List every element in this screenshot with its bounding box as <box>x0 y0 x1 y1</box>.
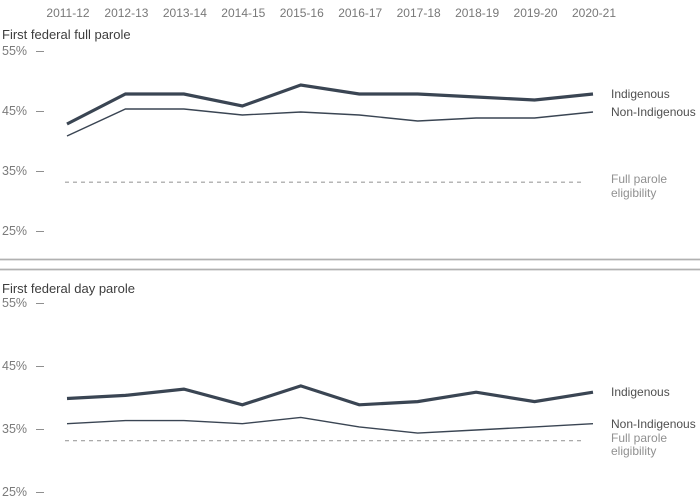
y-tick-mark <box>36 111 44 112</box>
y-tick-label: 45% <box>2 359 28 373</box>
x-axis-label: 2012-13 <box>104 6 149 20</box>
y-tick-mark <box>36 303 44 304</box>
series-line-indigenous <box>66 384 594 407</box>
chart-title-full-parole: First federal full parole <box>2 27 131 42</box>
y-tick-label: 35% <box>2 164 28 178</box>
y-tick-mark <box>36 492 44 493</box>
y-tick-mark <box>36 366 44 367</box>
y-tick-label: 45% <box>2 104 28 118</box>
x-axis-label: 2014-15 <box>221 6 266 20</box>
x-axis-label: 2016-17 <box>338 6 383 20</box>
series-line-non-indigenous <box>66 108 594 137</box>
x-axis-label: 2017-18 <box>396 6 441 20</box>
legend-label-full-parole-eligibility: Full parole eligibility <box>611 172 668 200</box>
y-tick-label: 25% <box>2 485 28 499</box>
y-tick-mark <box>36 231 44 232</box>
x-axis-label: 2015-16 <box>279 6 324 20</box>
y-tick-label: 55% <box>2 44 28 58</box>
chart-title-day-parole: First federal day parole <box>2 281 135 296</box>
y-tick-mark <box>36 51 44 52</box>
y-tick-label: 55% <box>2 296 28 310</box>
legend-label-non-indigenous: Non-Indigenous <box>611 416 696 431</box>
legend-label-non-indigenous: Non-Indigenous <box>611 105 696 119</box>
x-axis-label: 2019-20 <box>513 6 558 20</box>
y-tick-mark <box>36 171 44 172</box>
x-axis-label: 2011-12 <box>46 6 90 20</box>
x-axis-label: 2013-14 <box>162 6 207 20</box>
y-tick-label: 25% <box>2 224 28 238</box>
legend-label-full-parole-eligibility: Full parole eligibility <box>611 430 668 459</box>
x-axis-label: 2018-19 <box>455 6 500 20</box>
legend-label-indigenous: Indigenous <box>611 87 670 101</box>
legend-label-indigenous: Indigenous <box>611 385 670 400</box>
x-axis-label: 2020-21 <box>571 6 617 20</box>
series-line-non-indigenous <box>66 416 594 434</box>
y-tick-label: 35% <box>2 422 28 436</box>
y-tick-mark <box>36 429 44 430</box>
series-line-indigenous <box>66 83 594 126</box>
